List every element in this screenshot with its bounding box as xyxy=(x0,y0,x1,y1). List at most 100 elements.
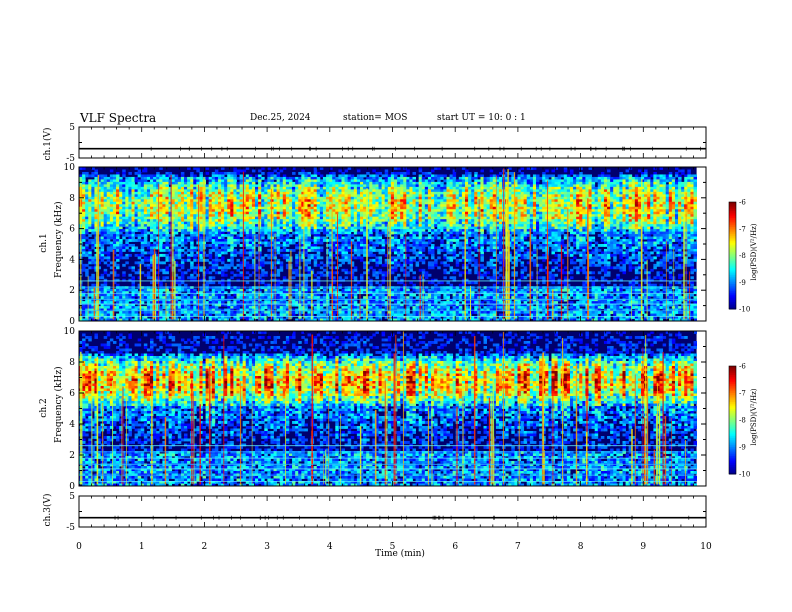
chart-title: VLF Spectra xyxy=(80,111,157,125)
colorbar-cell-2 xyxy=(729,407,736,410)
colorbar-cell-1 xyxy=(729,262,736,265)
colorbar-cell-1 xyxy=(729,237,736,240)
colorbar-cell-1 xyxy=(729,266,736,269)
colorbar-cell-1 xyxy=(729,235,736,239)
colorbar-cell-2 xyxy=(729,394,736,398)
ytick-label: 8 xyxy=(69,358,75,368)
colorbar-cell-2 xyxy=(729,369,736,372)
colorbar-frame-1 xyxy=(728,201,737,310)
colorbar-cell-1 xyxy=(729,294,736,298)
ch2-spec-ylabel-channel: ch.2 xyxy=(39,398,49,418)
colorbar-cell-2 xyxy=(729,454,736,457)
colorbar-cell-2 xyxy=(729,409,736,412)
colorbar-cell-2 xyxy=(729,403,736,407)
colorbar-cell-2 xyxy=(729,461,736,464)
colorbar-cell-1 xyxy=(729,251,736,255)
colorbar-cell-1 xyxy=(729,205,736,208)
ytick-label: 10 xyxy=(64,163,76,173)
colorbar-cell-2 xyxy=(729,400,736,403)
colorbar-cell-2 xyxy=(729,432,736,435)
colorbar-cell-1 xyxy=(729,285,736,289)
xtick-label: 1 xyxy=(139,542,145,552)
colorbar-cell-1 xyxy=(729,284,736,287)
ch3-ylabel: ch.3(V) xyxy=(43,493,53,527)
colorbar-cell-2 xyxy=(729,405,736,408)
colorbar-cell-1 xyxy=(729,260,736,264)
colorbar-cell-1 xyxy=(729,225,736,228)
colorbar-cell-1 xyxy=(729,301,736,305)
colorbar-cell-1 xyxy=(729,246,736,249)
colorbar-cell-2 xyxy=(729,429,736,432)
colorbar-cell-2 xyxy=(729,465,736,468)
colorbar-tick-label: -7 xyxy=(739,225,746,233)
colorbar-cell-2 xyxy=(729,412,736,416)
colorbar-cell-1 xyxy=(729,223,736,226)
colorbar-cell-2 xyxy=(729,421,736,425)
colorbar-cell-2 xyxy=(729,414,736,417)
colorbar-cell-2 xyxy=(729,456,736,459)
date-label: Dec.25, 2024 xyxy=(250,113,311,123)
colorbar-tick-label: -8 xyxy=(739,252,746,260)
ytick-label: 10 xyxy=(64,327,76,337)
colorbar-cell-2 xyxy=(729,463,736,466)
colorbar-cell-2 xyxy=(729,411,736,414)
colorbar-cell-2 xyxy=(729,367,736,371)
colorbar-cell-1 xyxy=(729,207,736,210)
ch1-spec-ylabel-channel: ch.1 xyxy=(39,233,49,253)
colorbar-cell-2 xyxy=(729,389,736,392)
xtick-label: 6 xyxy=(452,542,458,552)
xtick-label: 5 xyxy=(390,542,396,552)
colorbar-cell-1 xyxy=(729,273,736,276)
colorbar-cell-2 xyxy=(729,391,736,394)
ytick-label: -5 xyxy=(66,523,75,533)
colorbar-cell-2 xyxy=(729,450,736,453)
colorbar-cell-2 xyxy=(729,418,736,421)
colorbar-cell-2 xyxy=(729,376,736,380)
colorbar-cell-2 xyxy=(729,452,736,455)
colorbar-cell-1 xyxy=(729,218,736,221)
colorbar-cell-2 xyxy=(729,371,736,374)
colorbar-cell-2 xyxy=(729,398,736,401)
ytick-label: 6 xyxy=(69,389,75,399)
colorbar-cell-1 xyxy=(729,228,736,232)
xtick-label: 4 xyxy=(327,542,333,552)
colorbar-cell-1 xyxy=(729,244,736,248)
ytick-label: 2 xyxy=(69,451,75,461)
xtick-label: 9 xyxy=(640,542,646,552)
ytick-label: -5 xyxy=(66,154,75,164)
colorbar-cell-1 xyxy=(729,296,736,299)
colorbar-tick-label: -10 xyxy=(739,471,750,479)
colorbar-cell-1 xyxy=(729,276,736,280)
colorbar-cell-1 xyxy=(729,255,736,258)
colorbar-cell-2 xyxy=(729,443,736,446)
colorbar-tick-label: -8 xyxy=(739,417,746,425)
colorbar-cell-1 xyxy=(729,248,736,251)
colorbar-cell-1 xyxy=(729,271,736,274)
colorbar-cell-2 xyxy=(729,423,736,426)
colorbar-cell-2 xyxy=(729,466,736,470)
colorbar-cell-1 xyxy=(729,289,736,292)
colorbar-cell-1 xyxy=(729,243,736,246)
colorbar-cell-2 xyxy=(729,373,736,376)
colorbar-cell-2 xyxy=(729,472,736,475)
colorbar-cell-2 xyxy=(729,468,736,471)
colorbar-cell-2 xyxy=(729,380,736,383)
spectrogram-2: 0 2 4 6 8 10 -6 -7 -8 -9 -10 xyxy=(64,327,751,492)
colorbar-cell-2 xyxy=(729,375,736,378)
colorbar-cell-2 xyxy=(729,445,736,448)
colorbar-cell-1 xyxy=(729,282,736,285)
colorbar-cell-2 xyxy=(729,402,736,405)
xaxis-label: Time (min) xyxy=(375,549,425,559)
colorbar-cell-1 xyxy=(729,250,736,253)
ytick-label: 4 xyxy=(69,420,75,430)
colorbar-cell-1 xyxy=(729,303,736,306)
colorbar-cell-1 xyxy=(729,214,736,217)
colorbar-cell-2 xyxy=(729,457,736,461)
voltage-panel-3: 5 -50 1 2 3 4 5 6 7 8 9 10 xyxy=(66,492,712,552)
colorbar-cell-2 xyxy=(729,439,736,443)
colorbar-cell-1 xyxy=(729,305,736,308)
colorbar-cell-2 xyxy=(729,459,736,462)
colorbar-cell-2 xyxy=(729,416,736,419)
ytick-label: 0 xyxy=(69,317,75,327)
